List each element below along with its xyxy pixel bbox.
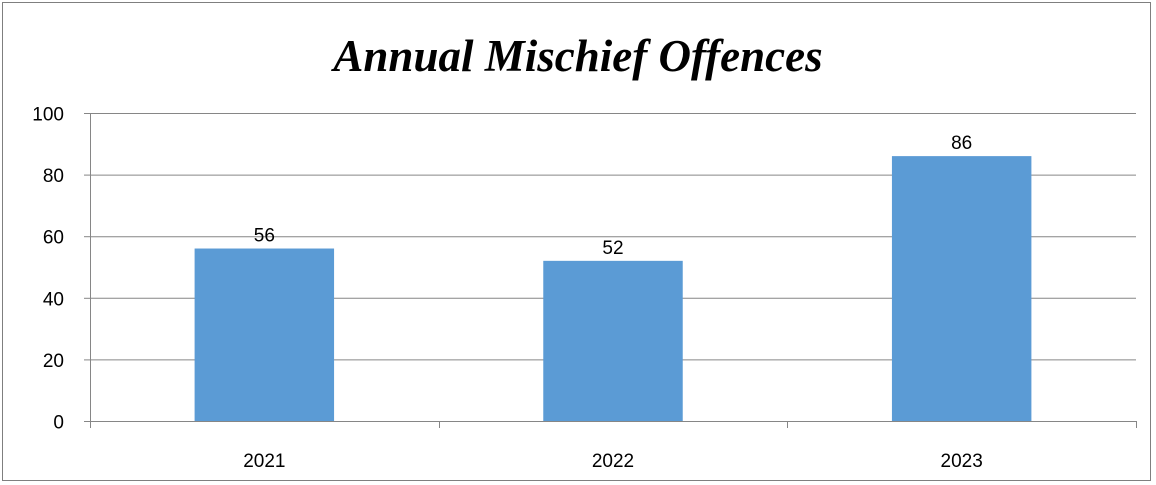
y-tick-label: 20 bbox=[43, 351, 64, 372]
bar-2022 bbox=[543, 260, 683, 421]
y-tick-label: 0 bbox=[53, 413, 64, 434]
y-tick-label: 60 bbox=[43, 228, 64, 249]
y-tick-label: 40 bbox=[43, 289, 64, 310]
x-tick-label-2021: 2021 bbox=[243, 451, 285, 472]
bars bbox=[194, 156, 1032, 421]
data-label-2023: 86 bbox=[951, 133, 972, 154]
bar-2021 bbox=[194, 248, 335, 421]
x-tick-label-2022: 2022 bbox=[592, 451, 634, 472]
data-label-2021: 56 bbox=[254, 226, 275, 247]
labels: 0 20 40 60 80 100 56 2021 52 2022 86 2023 bbox=[32, 105, 983, 473]
bar-2023 bbox=[891, 156, 1032, 421]
chart-title: Annual Mischief Offences bbox=[333, 31, 823, 81]
data-label-2022: 52 bbox=[602, 238, 623, 259]
y-tick-label: 80 bbox=[43, 166, 64, 187]
y-tick-label: 100 bbox=[32, 105, 64, 126]
axes bbox=[84, 113, 1137, 428]
x-tick-label-2023: 2023 bbox=[941, 451, 983, 472]
